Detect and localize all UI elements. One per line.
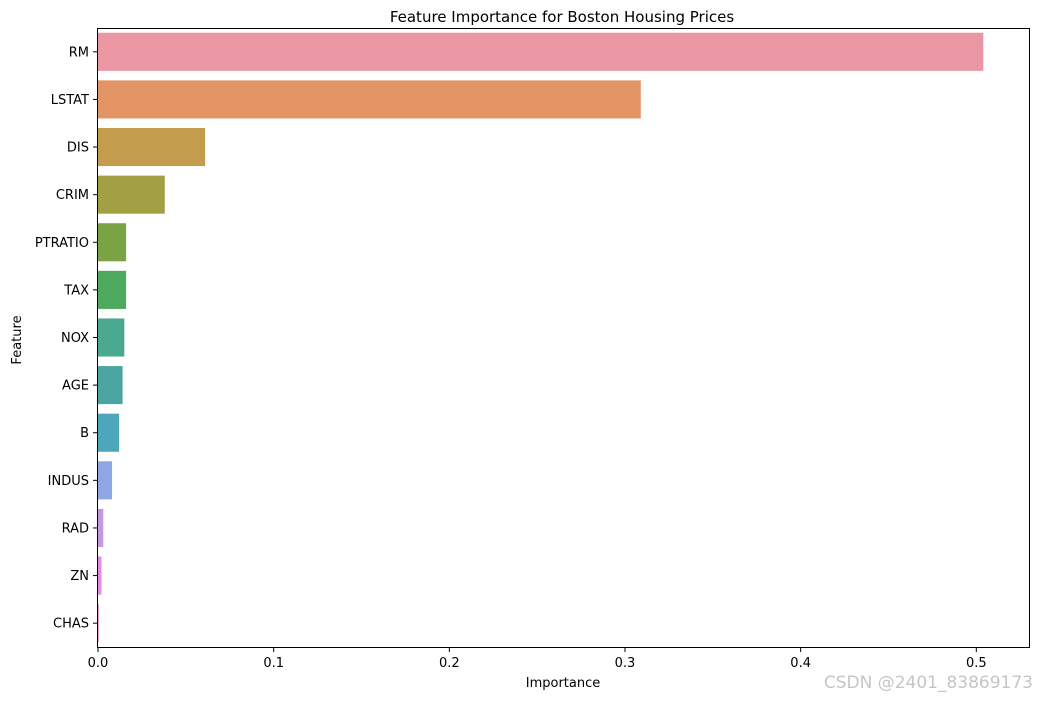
bar-tax	[98, 270, 127, 309]
bar-dis	[98, 127, 206, 167]
bar-indus	[98, 461, 113, 500]
bar-lstat	[98, 80, 641, 119]
axes-frame	[97, 28, 1030, 648]
x-tick-label: 0.5	[966, 656, 987, 671]
y-tick-label: NOX	[61, 331, 89, 346]
y-tick-label: CRIM	[56, 188, 89, 203]
bar-rm	[98, 32, 984, 71]
bar-b	[98, 413, 120, 452]
bar-age	[98, 366, 123, 405]
x-tick-label: 0.4	[790, 656, 811, 671]
x-tick-label: 0.0	[88, 656, 109, 671]
y-tick-label: AGE	[62, 379, 89, 394]
y-tick-label: PTRATIO	[35, 236, 89, 251]
bars-layer	[98, 32, 984, 643]
x-tick-label: 0.1	[263, 656, 284, 671]
bar-crim	[98, 175, 165, 214]
y-ticks-layer: RM LSTAT DIS CRIM PTRATIO TAX NOX AGE B INDUS RAD Z…	[35, 45, 98, 632]
x-axis-label: Importance	[526, 676, 601, 691]
bar-nox	[98, 318, 125, 357]
x-ticks-layer: 0.0 0.1 0.2 0.3 0.4 0.5	[88, 647, 987, 671]
x-tick-label: 0.2	[439, 656, 460, 671]
y-tick-label: LSTAT	[51, 93, 89, 108]
y-tick-label: DIS	[67, 141, 89, 156]
y-tick-label: ZN	[70, 569, 89, 584]
bar-rad	[98, 508, 104, 548]
y-tick-label: B	[80, 426, 89, 441]
y-tick-label: RM	[69, 45, 89, 60]
y-tick-label: INDUS	[48, 474, 89, 489]
bar-ptratio	[98, 223, 127, 262]
bar-zn	[98, 556, 102, 595]
bar-chas	[98, 604, 99, 643]
y-tick-label: RAD	[62, 521, 89, 536]
x-tick-label: 0.3	[615, 656, 636, 671]
watermark: CSDN @2401_83869173	[823, 673, 1033, 693]
chart-title: Feature Importance for Boston Housing Pr…	[390, 8, 735, 26]
y-tick-label: CHAS	[53, 617, 89, 632]
y-tick-label: TAX	[63, 283, 89, 298]
y-axis-label: Feature	[10, 315, 25, 364]
